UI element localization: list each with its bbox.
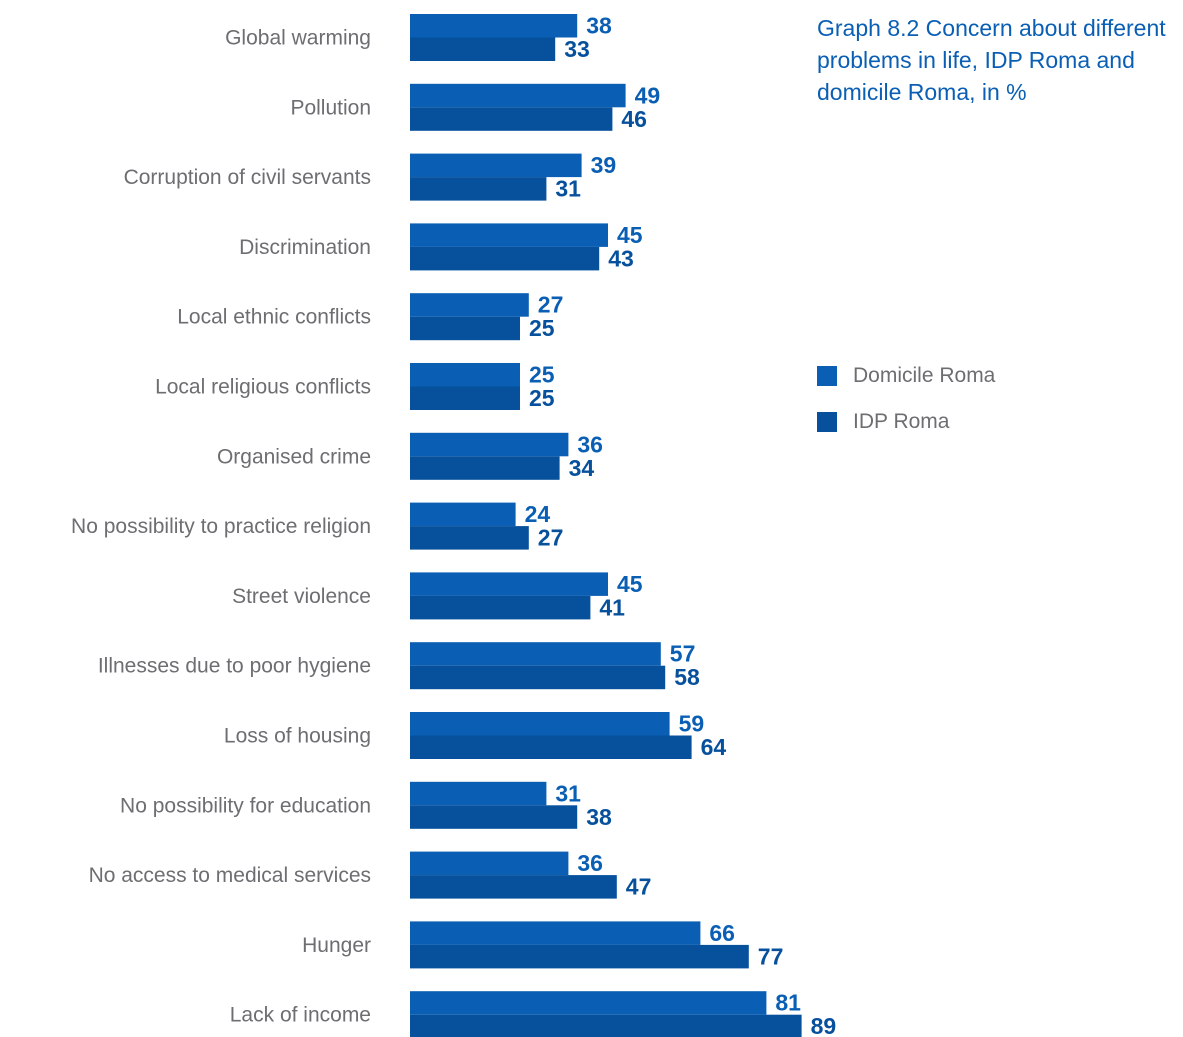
value-label-domicile-roma-loss-of-housing: 59 <box>679 711 705 737</box>
value-label-domicile-roma-pollution: 49 <box>635 82 661 108</box>
category-label-global-warming: Global warming <box>225 27 371 50</box>
value-label-domicile-roma-local-religious-conflicts: 25 <box>529 362 555 388</box>
value-label-idp-roma-no-access-to-medical-services: 47 <box>626 874 652 900</box>
value-label-idp-roma-no-possibility-to-practice-religion: 27 <box>538 525 564 551</box>
bar-domicile-roma-illnesses-due-to-poor-hygiene <box>410 642 661 666</box>
bar-idp-roma-lack-of-income <box>410 1014 802 1037</box>
bar-idp-roma-no-possibility-to-practice-religion <box>410 526 529 550</box>
value-label-domicile-roma-illnesses-due-to-poor-hygiene: 57 <box>670 641 696 667</box>
category-label-no-possibility-to-practice-religion: No possibility to practice religion <box>71 515 371 538</box>
value-label-domicile-roma-organised-crime: 36 <box>577 431 603 457</box>
bar-idp-roma-hunger <box>410 944 749 969</box>
category-label-illnesses-due-to-poor-hygiene: Illnesses due to poor hygiene <box>98 655 371 678</box>
legend-label-idp-roma: IDP Roma <box>853 410 950 433</box>
value-label-idp-roma-street-violence: 41 <box>599 594 625 620</box>
bar-idp-roma-pollution <box>410 107 613 131</box>
category-label-corruption-of-civil-servants: Corruption of civil servants <box>124 166 371 189</box>
legend-swatch-idp-roma <box>817 412 837 432</box>
value-label-idp-roma-organised-crime: 34 <box>569 455 595 481</box>
category-label-no-access-to-medical-services: No access to medical services <box>89 864 371 887</box>
value-label-domicile-roma-no-access-to-medical-services: 36 <box>577 850 603 876</box>
category-label-loss-of-housing: Loss of housing <box>224 725 371 748</box>
bar-domicile-roma-street-violence <box>410 572 608 596</box>
bar-domicile-roma-local-ethnic-conflicts <box>410 293 529 317</box>
legend-item-domicile-roma: Domicile Roma <box>817 362 995 390</box>
bar-domicile-roma-no-possibility-for-education <box>410 781 547 806</box>
bar-domicile-roma-no-possibility-to-practice-religion <box>410 502 516 527</box>
value-label-domicile-roma-street-violence: 45 <box>617 571 643 597</box>
value-label-idp-roma-pollution: 46 <box>621 106 647 132</box>
value-label-domicile-roma-global-warming: 38 <box>586 13 612 39</box>
value-label-domicile-roma-hunger: 66 <box>709 920 735 946</box>
bar-domicile-roma-discrimination <box>410 223 608 247</box>
category-label-no-possibility-for-education: No possibility for education <box>120 794 371 817</box>
bar-idp-roma-no-possibility-for-education <box>410 805 578 829</box>
bar-domicile-roma-no-access-to-medical-services <box>410 851 569 876</box>
bar-idp-roma-corruption-of-civil-servants <box>410 177 547 201</box>
value-label-idp-roma-local-religious-conflicts: 25 <box>529 385 555 411</box>
value-label-idp-roma-discrimination: 43 <box>608 245 634 271</box>
value-label-idp-roma-loss-of-housing: 64 <box>701 734 727 760</box>
value-label-idp-roma-no-possibility-for-education: 38 <box>586 804 612 830</box>
bar-idp-roma-global-warming <box>410 37 556 61</box>
value-label-domicile-roma-corruption-of-civil-servants: 39 <box>591 152 617 178</box>
value-label-idp-roma-local-ethnic-conflicts: 25 <box>529 315 555 341</box>
category-label-lack-of-income: Lack of income <box>230 1004 371 1027</box>
legend-swatch-domicile-roma <box>817 366 837 386</box>
bar-idp-roma-discrimination <box>410 246 600 271</box>
bar-idp-roma-no-access-to-medical-services <box>410 875 617 899</box>
legend-label-domicile-roma: Domicile Roma <box>853 364 996 387</box>
value-label-domicile-roma-lack-of-income: 81 <box>775 990 801 1016</box>
legend-item-idp-roma: IDP Roma <box>817 408 995 436</box>
category-label-local-ethnic-conflicts: Local ethnic conflicts <box>177 306 371 329</box>
bar-idp-roma-illnesses-due-to-poor-hygiene <box>410 665 666 690</box>
bar-idp-roma-street-violence <box>410 595 591 620</box>
value-label-idp-roma-hunger: 77 <box>758 943 784 969</box>
category-label-hunger: Hunger <box>302 934 371 957</box>
bar-domicile-roma-organised-crime <box>410 432 569 457</box>
value-label-idp-roma-lack-of-income: 89 <box>811 1013 837 1037</box>
value-label-idp-roma-illnesses-due-to-poor-hygiene: 58 <box>674 664 700 690</box>
bar-domicile-roma-loss-of-housing <box>410 712 670 736</box>
bar-idp-roma-loss-of-housing <box>410 735 692 759</box>
value-label-domicile-roma-local-ethnic-conflicts: 27 <box>538 292 564 318</box>
category-label-street-violence: Street violence <box>232 585 371 608</box>
legend: Domicile Roma IDP Roma <box>817 362 995 454</box>
bar-domicile-roma-pollution <box>410 83 626 108</box>
bar-domicile-roma-global-warming <box>410 14 578 38</box>
chart-title: Graph 8.2 Concern about different proble… <box>817 15 1166 105</box>
bar-domicile-roma-local-religious-conflicts <box>410 363 520 387</box>
bar-domicile-roma-corruption-of-civil-servants <box>410 153 582 178</box>
value-label-idp-roma-corruption-of-civil-servants: 31 <box>555 176 581 202</box>
value-label-idp-roma-global-warming: 33 <box>564 36 590 62</box>
category-label-organised-crime: Organised crime <box>217 445 371 468</box>
value-label-domicile-roma-no-possibility-to-practice-religion: 24 <box>525 501 551 527</box>
bar-idp-roma-local-religious-conflicts <box>410 386 520 410</box>
bar-domicile-roma-hunger <box>410 921 701 945</box>
bar-idp-roma-local-ethnic-conflicts <box>410 316 520 341</box>
category-label-pollution: Pollution <box>290 96 371 119</box>
value-label-domicile-roma-no-possibility-for-education: 31 <box>555 780 581 806</box>
bar-domicile-roma-lack-of-income <box>410 991 767 1015</box>
category-label-local-religious-conflicts: Local religious conflicts <box>155 376 371 399</box>
value-label-domicile-roma-discrimination: 45 <box>617 222 643 248</box>
bar-idp-roma-organised-crime <box>410 456 560 480</box>
category-label-discrimination: Discrimination <box>239 236 371 259</box>
